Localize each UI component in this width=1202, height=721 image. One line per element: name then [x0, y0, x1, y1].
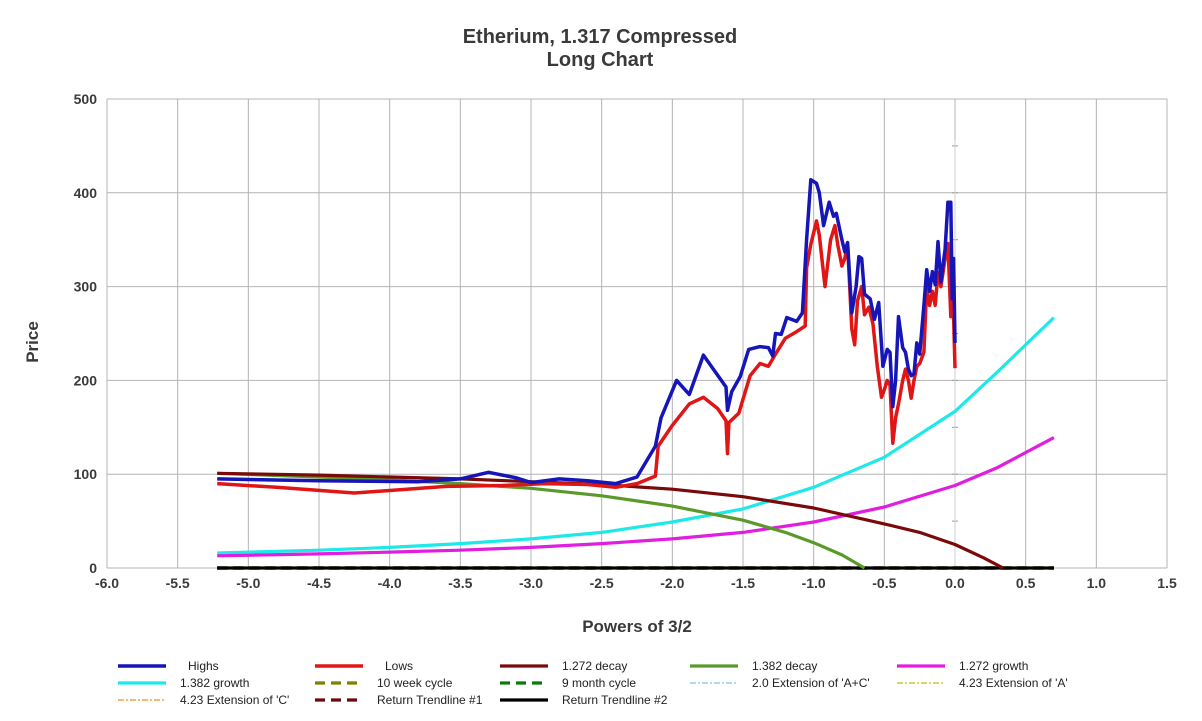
- legend-label: 1.382 decay: [752, 659, 817, 673]
- legend-label: Lows: [385, 659, 413, 673]
- x-tick-label: -5.0: [236, 575, 260, 591]
- x-tick-label: 1.5: [1157, 575, 1177, 591]
- x-tick-label: 0.0: [945, 575, 965, 591]
- y-axis-title: Price: [23, 321, 42, 363]
- legend: Highs Lows 1.272 decay 1.382 decay 1.272 gro…: [118, 659, 1068, 707]
- y-tick-label: 300: [74, 279, 98, 295]
- chart-subtitle: Long Chart: [547, 49, 654, 71]
- x-tick-label: -2.0: [660, 575, 684, 591]
- x-tick-label: -1.0: [802, 575, 826, 591]
- series-lines: [217, 177, 1056, 570]
- y-tick-label: 100: [74, 466, 98, 482]
- series-line-lows: [217, 219, 957, 495]
- x-tick-label: -4.5: [307, 575, 331, 591]
- series-line-highs: [217, 177, 957, 486]
- x-tick-label: -1.5: [731, 575, 755, 591]
- legend-label: Highs: [188, 659, 219, 673]
- legend-label: Return Trendline #1: [377, 693, 483, 707]
- series-line-1-272-growth: [217, 436, 1055, 558]
- legend-label: 1.272 growth: [959, 659, 1028, 673]
- y-tick-label: 0: [89, 560, 97, 576]
- x-tick-label: 1.0: [1087, 575, 1107, 591]
- x-tick-label: -2.5: [590, 575, 614, 591]
- series-line-1-272-decay: [217, 471, 1004, 570]
- x-tick-label: -4.0: [378, 575, 402, 591]
- legend-label: 2.0 Extension of 'A+C': [752, 676, 870, 690]
- tick-labels: -6.0 -5.5 -5.0 -4.5 -4.0 -3.5 -3.0 -2.5 -2.0 -1.5…: [74, 91, 1177, 591]
- x-axis-title: Powers of 3/2: [582, 617, 692, 636]
- x-tick-label: -3.0: [519, 575, 543, 591]
- series-line-1-382-growth: [217, 316, 1056, 555]
- x-tick-label: -0.5: [872, 575, 896, 591]
- y-tick-label: 400: [74, 185, 98, 201]
- legend-label: 1.272 decay: [562, 659, 627, 673]
- x-tick-label: -6.0: [95, 575, 119, 591]
- legend-label: 1.382 growth: [180, 676, 249, 690]
- legend-label: 4.23 Extension of 'C': [180, 693, 289, 707]
- grid: [106, 98, 1168, 569]
- x-tick-label: -3.5: [448, 575, 472, 591]
- chart-title: Etherium, 1.317 Compressed: [463, 26, 738, 48]
- y-tick-label: 200: [74, 372, 98, 388]
- series-line-1-382-decay: [217, 471, 866, 570]
- legend-label: 9 month cycle: [562, 676, 636, 690]
- legend-label: 4.23 Extension of 'A': [959, 676, 1068, 690]
- legend-label: Return Trendline #2: [562, 693, 668, 707]
- legend-label: 10 week cycle: [377, 676, 453, 690]
- x-tick-label: 0.5: [1016, 575, 1036, 591]
- x-tick-label: -5.5: [166, 575, 190, 591]
- y-tick-label: 500: [74, 91, 98, 107]
